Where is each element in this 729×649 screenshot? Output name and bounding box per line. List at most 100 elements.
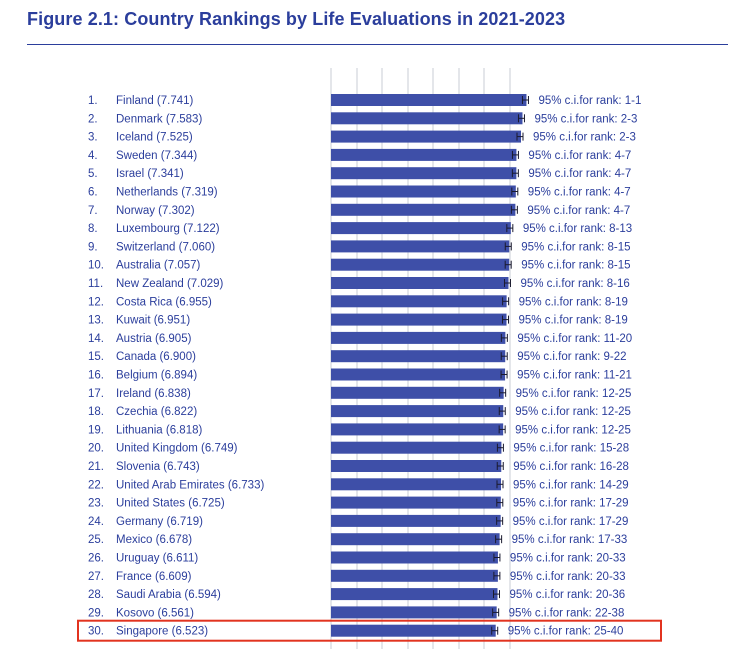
bar <box>331 258 510 271</box>
country-label: Ireland (6.838) <box>116 388 191 400</box>
ci-label: 95% c.i.for rank: 8-19 <box>519 296 628 308</box>
ci-label: 95% c.i.for rank: 25-40 <box>508 626 624 638</box>
rank-number: 17. <box>88 388 104 400</box>
ci-label: 95% c.i.for rank: 22-38 <box>509 607 625 619</box>
rank-number: 30. <box>88 626 104 638</box>
bar-layer <box>331 94 529 637</box>
rank-number: 28. <box>88 589 104 601</box>
rank-number: 24. <box>88 516 104 528</box>
rank-number: 13. <box>88 315 104 327</box>
country-label: Switzerland (7.060) <box>116 241 215 253</box>
title-rule <box>27 44 728 45</box>
ci-label: 95% c.i.for rank: 2-3 <box>534 113 637 125</box>
ci-label: 95% c.i.for rank: 17-33 <box>512 534 628 546</box>
ci-label: 95% c.i.for rank: 4-7 <box>528 150 631 162</box>
rank-number: 20. <box>88 443 104 455</box>
rank-number: 2. <box>88 113 98 125</box>
bar <box>331 588 498 601</box>
highlight-layer <box>77 619 662 642</box>
ci-label: 95% c.i.for rank: 11-20 <box>517 333 632 345</box>
bar <box>331 130 522 143</box>
ci-label: 95% c.i.for rank: 17-29 <box>513 498 629 510</box>
rank-number: 29. <box>88 607 104 619</box>
ci-label: 95% c.i.for rank: 20-36 <box>509 589 625 601</box>
label-layer: 1. Finland (7.741) 2. Denmark (7.583) 3. Icel… <box>88 95 264 638</box>
ci-label: 95% c.i.for rank: 4-7 <box>528 187 631 199</box>
rank-number: 8. <box>88 223 98 235</box>
country-label: Kosovo (6.561) <box>116 607 194 619</box>
bar <box>331 441 502 454</box>
highlight-box <box>77 619 662 642</box>
bar <box>331 496 501 509</box>
bar <box>331 606 497 619</box>
bar <box>331 295 507 308</box>
bar <box>331 185 516 198</box>
country-label: Iceland (7.525) <box>116 132 193 144</box>
country-label: Germany (6.719) <box>116 516 203 528</box>
country-label: Uruguay (6.611) <box>116 553 198 565</box>
ci-layer: 95% c.i.for rank: 1-1 95% c.i.for rank: 2… <box>508 95 642 638</box>
bar <box>331 533 500 546</box>
rank-number: 15. <box>88 351 104 363</box>
rank-number: 1. <box>88 95 98 107</box>
ci-label: 95% c.i.for rank: 8-16 <box>520 278 629 290</box>
ci-label: 95% c.i.for rank: 11-21 <box>517 370 632 382</box>
ci-label: 95% c.i.for rank: 9-22 <box>517 351 626 363</box>
ci-label: 95% c.i.for rank: 1-1 <box>538 95 641 107</box>
figure-title: Figure 2.1: Country Rankings by Life Eva… <box>27 9 566 29</box>
bar <box>331 277 509 289</box>
rank-number: 12. <box>88 296 104 308</box>
rank-number: 23. <box>88 498 104 510</box>
country-label: United Arab Emirates (6.733) <box>116 479 264 491</box>
country-label: New Zealand (7.029) <box>116 278 224 290</box>
bar <box>331 331 506 344</box>
rank-number: 25. <box>88 534 104 546</box>
country-label: Sweden (7.344) <box>116 150 197 162</box>
bar <box>331 368 506 381</box>
country-label: Kuwait (6.951) <box>116 315 190 327</box>
country-label: Costa Rica (6.955) <box>116 296 212 308</box>
rank-number: 27. <box>88 571 104 583</box>
bar <box>331 313 507 326</box>
country-label: Austria (6.905) <box>116 333 192 345</box>
bar <box>331 423 504 436</box>
bar <box>331 569 498 582</box>
rank-number: 10. <box>88 260 104 272</box>
bar <box>331 478 502 491</box>
bar <box>331 514 501 527</box>
bar <box>331 112 523 125</box>
bar <box>331 148 517 161</box>
ci-label: 95% c.i.for rank: 2-3 <box>533 132 636 144</box>
bar <box>331 240 510 253</box>
bar <box>331 405 504 418</box>
ci-label: 95% c.i.for rank: 20-33 <box>510 553 626 565</box>
ci-label: 95% c.i.for rank: 16-28 <box>513 461 629 473</box>
ci-label: 95% c.i.for rank: 14-29 <box>513 479 629 491</box>
rank-number: 18. <box>88 406 104 418</box>
country-label: Norway (7.302) <box>116 205 195 217</box>
country-label: Luxembourg (7.122) <box>116 223 220 235</box>
ci-label: 95% c.i.for rank: 8-15 <box>521 241 630 253</box>
bar <box>331 551 498 564</box>
country-label: United Kingdom (6.749) <box>116 443 238 455</box>
rank-number: 19. <box>88 424 104 436</box>
rank-number: 26. <box>88 553 104 565</box>
country-label: Singapore (6.523) <box>116 626 208 638</box>
country-label: Finland (7.741) <box>116 95 194 107</box>
bar <box>331 222 511 235</box>
rank-number: 5. <box>88 168 98 180</box>
country-label: Israel (7.341) <box>116 168 184 180</box>
rank-number: 16. <box>88 370 104 382</box>
country-label: Saudi Arabia (6.594) <box>116 589 221 601</box>
country-label: Lithuania (6.818) <box>116 424 202 436</box>
country-label: Czechia (6.822) <box>116 406 197 418</box>
ci-label: 95% c.i.for rank: 8-13 <box>523 223 632 235</box>
rank-number: 7. <box>88 205 98 217</box>
ci-label: 95% c.i.for rank: 8-19 <box>519 315 628 327</box>
ci-label: 95% c.i.for rank: 17-29 <box>513 516 629 528</box>
country-label: United States (6.725) <box>116 498 225 510</box>
country-label: Australia (7.057) <box>116 260 201 272</box>
ci-label: 95% c.i.for rank: 15-28 <box>513 443 629 455</box>
rank-number: 9. <box>88 241 98 253</box>
country-label: Netherlands (7.319) <box>116 187 218 199</box>
